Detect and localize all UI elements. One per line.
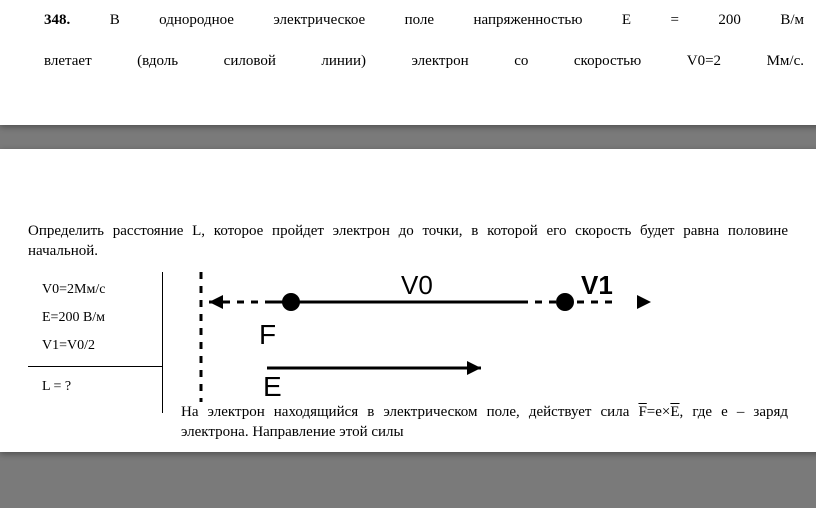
given-block: V0=2Мм/с E=200 В/м V1=V0/2 L = ?: [28, 272, 163, 413]
svg-text:V0: V0: [401, 272, 433, 300]
svg-text:V1: V1: [581, 272, 613, 300]
content-row: V0=2Мм/с E=200 В/м V1=V0/2 L = ? V0V1FE …: [28, 272, 788, 443]
svg-text:F: F: [259, 319, 276, 350]
eq-F: F: [638, 404, 646, 420]
problem-line-2: влетает (вдоль силовой линии) электрон с…: [44, 51, 804, 92]
problem-continuation: Определить расстояние L, которое пройдет…: [28, 221, 788, 262]
motion-diagram: V0 V1 FE: [181, 272, 701, 402]
given-E: E=200 В/м: [42, 304, 152, 332]
page-top: 348. В однородное электрическое поле нап…: [0, 0, 816, 125]
svg-text:E: E: [263, 371, 282, 402]
solution-text-1a: На электрон находящийся в электрическом …: [181, 404, 629, 420]
given-v1: V1=V0/2: [42, 332, 152, 360]
problem-statement: 348. В однородное электрическое поле нап…: [44, 10, 804, 91]
problem-text-1: В однородное электрическое поле напряжен…: [110, 12, 804, 28]
problem-line-1: 348. В однородное электрическое поле нап…: [44, 10, 804, 51]
eq-mid: =e×: [647, 404, 671, 420]
right-block: V0V1FE На электрон находящийся в электри…: [163, 272, 788, 443]
eq-E: E: [670, 404, 679, 420]
given-L: L = ?: [28, 366, 162, 401]
given-v0: V0=2Мм/с: [42, 276, 152, 304]
problem-number: 348.: [44, 12, 70, 28]
page-bottom: Определить расстояние L, которое пройдет…: [0, 149, 816, 452]
solution-line: На электрон находящийся в электрическом …: [181, 402, 788, 443]
